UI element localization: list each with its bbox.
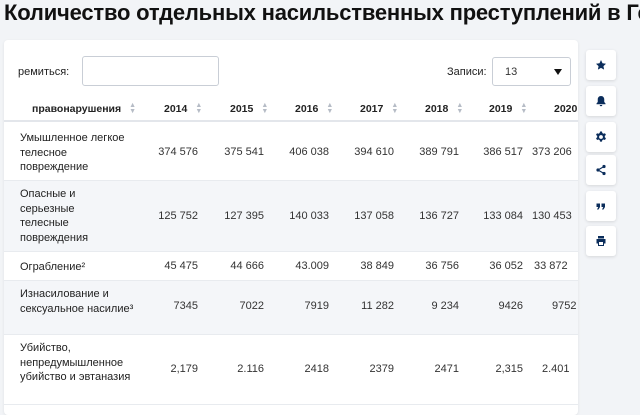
- table-cell: 127 395: [224, 210, 264, 222]
- table-cell: 375 541: [224, 146, 264, 158]
- table-cell: 2.401: [542, 363, 570, 375]
- column-header-offense-label: правонарушения: [32, 103, 122, 115]
- table-cell: 36 756: [425, 260, 459, 272]
- table-cell: 11 282: [361, 300, 394, 312]
- records-per-page-value: 13: [505, 66, 518, 78]
- favorite-button[interactable]: [586, 50, 616, 80]
- table-cell: 9752: [552, 300, 577, 312]
- table-cell: 125 752: [158, 210, 198, 222]
- column-header-2017[interactable]: 2017 ▲ ▼: [360, 102, 399, 116]
- sort-icon: ▲ ▼: [326, 102, 334, 116]
- table-cell: 2,315: [495, 363, 523, 375]
- records-per-page-select[interactable]: 13: [492, 57, 571, 86]
- column-header-label: 2018: [425, 103, 449, 115]
- row-label: Умышленное легкое телесное повреждение: [20, 132, 125, 173]
- table-cell: 7022: [239, 300, 264, 312]
- share-button[interactable]: [586, 155, 616, 185]
- table-row: Изнасилование и сексуальное насилие³ 734…: [4, 281, 578, 335]
- settings-button[interactable]: [586, 122, 616, 152]
- row-label: Убийство, непредумышленное убийство и эв…: [20, 342, 131, 383]
- quote-icon: [596, 203, 605, 210]
- table-cell: 2379: [369, 363, 394, 375]
- column-header-label: 2020: [554, 103, 578, 115]
- table-cell: 2471: [434, 363, 459, 375]
- sort-icon: ▲ ▼: [456, 102, 464, 116]
- table-cell: 2.116: [237, 363, 264, 375]
- table-row: Умышленное легкое телесное повреждение 3…: [4, 124, 578, 181]
- chevron-down-icon: [554, 69, 562, 75]
- table-cell: 2418: [304, 363, 329, 375]
- table-cell: 2,179: [170, 363, 198, 375]
- star-icon: [596, 60, 606, 70]
- table-cell: 374 576: [158, 146, 198, 158]
- table-cell: 130 453: [532, 210, 572, 222]
- column-header-2016[interactable]: 2016 ▲ ▼: [295, 102, 334, 116]
- share-icon: [596, 164, 606, 176]
- table-cell: 33 872: [534, 260, 568, 272]
- sort-icon: ▲ ▼: [261, 102, 269, 116]
- bell-icon: [596, 96, 606, 107]
- table-cell: 386 517: [483, 146, 523, 158]
- column-header-label: 2019: [489, 103, 513, 115]
- column-header-2015[interactable]: 2015 ▲ ▼: [230, 102, 269, 116]
- print-button[interactable]: [586, 226, 616, 256]
- table-cell: 38 849: [360, 260, 394, 272]
- column-header-2014[interactable]: 2014 ▲ ▼: [164, 102, 203, 116]
- table-cell: 406 038: [289, 146, 329, 158]
- column-header-2018[interactable]: 2018 ▲ ▼: [425, 102, 464, 116]
- table-cell: 373 206: [532, 146, 572, 158]
- search-input[interactable]: [82, 56, 219, 86]
- table-cell: 7345: [173, 300, 198, 312]
- table-cell: 9 234: [431, 300, 459, 312]
- table-cell: 389 791: [419, 146, 459, 158]
- column-header-label: 2017: [360, 103, 384, 115]
- sort-icon: ▲ ▼: [391, 102, 399, 116]
- column-header-label: 2016: [295, 103, 319, 115]
- cite-button[interactable]: [586, 191, 616, 221]
- table-cell: 9426: [498, 300, 523, 312]
- table-cell: 137 058: [354, 210, 394, 222]
- records-label: Записи:: [447, 66, 487, 78]
- table-cell: 136 727: [419, 210, 459, 222]
- sort-icon: ▲ ▼: [129, 102, 137, 116]
- sort-icon: ▲ ▼: [520, 102, 528, 116]
- column-header-label: 2015: [230, 103, 254, 115]
- table-cell: 45 475: [164, 260, 198, 272]
- table-header: правонарушения ▲ ▼ 2014 ▲ ▼ 2015 ▲ ▼ 2016 ▲ ▼ 20…: [4, 92, 578, 122]
- column-header-2020[interactable]: 2020: [554, 103, 577, 115]
- row-label: Изнасилование и сексуальное насилие³: [20, 288, 134, 315]
- table-cell: 44 666: [230, 260, 264, 272]
- row-label: Ограбление²: [20, 261, 86, 273]
- print-icon: [596, 236, 606, 246]
- table-cell: 394 610: [354, 146, 394, 158]
- table-cell: 7919: [304, 300, 329, 312]
- table-cell: 43.009: [295, 260, 329, 272]
- table-cell: 133 084: [483, 210, 523, 222]
- column-header-label: 2014: [164, 103, 188, 115]
- statistics-table-card: ремиться: Записи: 13 правонарушения ▲ ▼ 20…: [4, 40, 578, 415]
- table-cell: 140 033: [289, 210, 329, 222]
- table-row: Опасные и серьезные телесные повреждения…: [4, 181, 578, 252]
- column-header-2019[interactable]: 2019 ▲ ▼: [489, 102, 528, 116]
- table-cell: 36 052: [489, 260, 523, 272]
- gear-icon: [596, 131, 606, 142]
- notification-button[interactable]: [586, 86, 616, 116]
- table-row: Убийство, непредумышленное убийство и эв…: [4, 335, 578, 405]
- sort-icon: ▲ ▼: [195, 102, 203, 116]
- search-label: ремиться:: [18, 66, 70, 78]
- column-header-offense[interactable]: правонарушения ▲ ▼: [32, 102, 137, 116]
- table-row: Ограбление² 45 475 44 666 43.009 38 849 …: [4, 252, 578, 281]
- page-title: Количество отдельных насильственных прес…: [4, 0, 640, 25]
- row-label: Опасные и серьезные телесные повреждения: [20, 188, 89, 244]
